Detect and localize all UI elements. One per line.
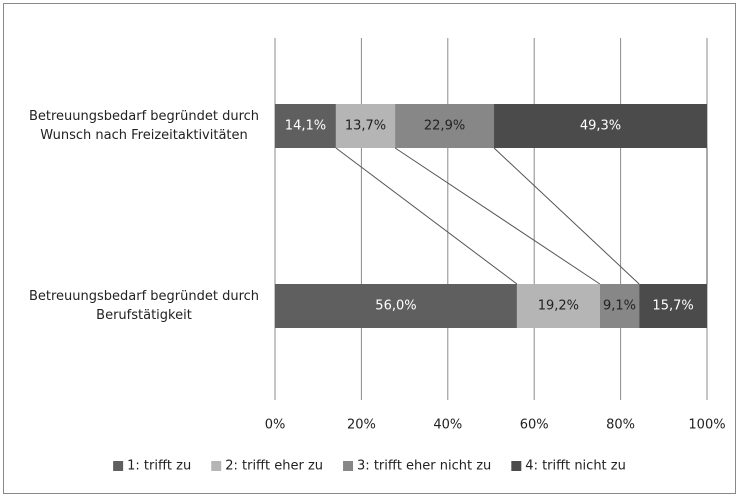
data-label: 14,1%	[285, 119, 326, 134]
bar-segment	[599, 284, 640, 328]
bar-segment	[275, 104, 336, 148]
x-tick-label: 60%	[520, 418, 549, 433]
bar-segment	[516, 284, 600, 328]
legend-label: 1: trifft zu	[127, 459, 191, 474]
legend-label: 3: trifft eher nicht zu	[357, 459, 491, 474]
bar-segment	[639, 284, 707, 328]
bar-segment	[395, 104, 495, 148]
data-label: 9,1%	[603, 299, 636, 314]
legend-swatch	[211, 461, 222, 471]
legend-swatch	[511, 461, 522, 471]
bar-segment	[335, 104, 396, 148]
x-tick-label: 20%	[347, 418, 376, 433]
legend-label: 4: trifft nicht zu	[525, 459, 626, 474]
bar-segment	[275, 284, 517, 328]
legend-swatch	[113, 461, 124, 471]
data-label: 49,3%	[580, 119, 621, 134]
bar-segment	[494, 104, 707, 148]
chart-frame	[3, 3, 736, 494]
legend-swatch	[343, 461, 354, 471]
series-line	[394, 147, 601, 285]
category-label: Betreuungsbedarf begründet durch Berufst…	[28, 289, 260, 323]
category-label: Betreuungsbedarf begründet durch Wunsch …	[28, 109, 260, 143]
data-label: 56,0%	[375, 299, 416, 314]
legend-label: 2: trifft eher zu	[225, 459, 323, 474]
data-label: 13,7%	[345, 119, 386, 134]
x-tick-label: 0%	[265, 418, 286, 433]
data-label: 22,9%	[424, 119, 465, 134]
x-tick-label: 80%	[606, 418, 635, 433]
data-label: 15,7%	[652, 299, 693, 314]
x-tick-label: 100%	[688, 418, 725, 433]
x-tick-label: 40%	[433, 418, 462, 433]
series-line	[493, 147, 640, 285]
series-line	[335, 147, 518, 285]
data-label: 19,2%	[538, 299, 579, 314]
